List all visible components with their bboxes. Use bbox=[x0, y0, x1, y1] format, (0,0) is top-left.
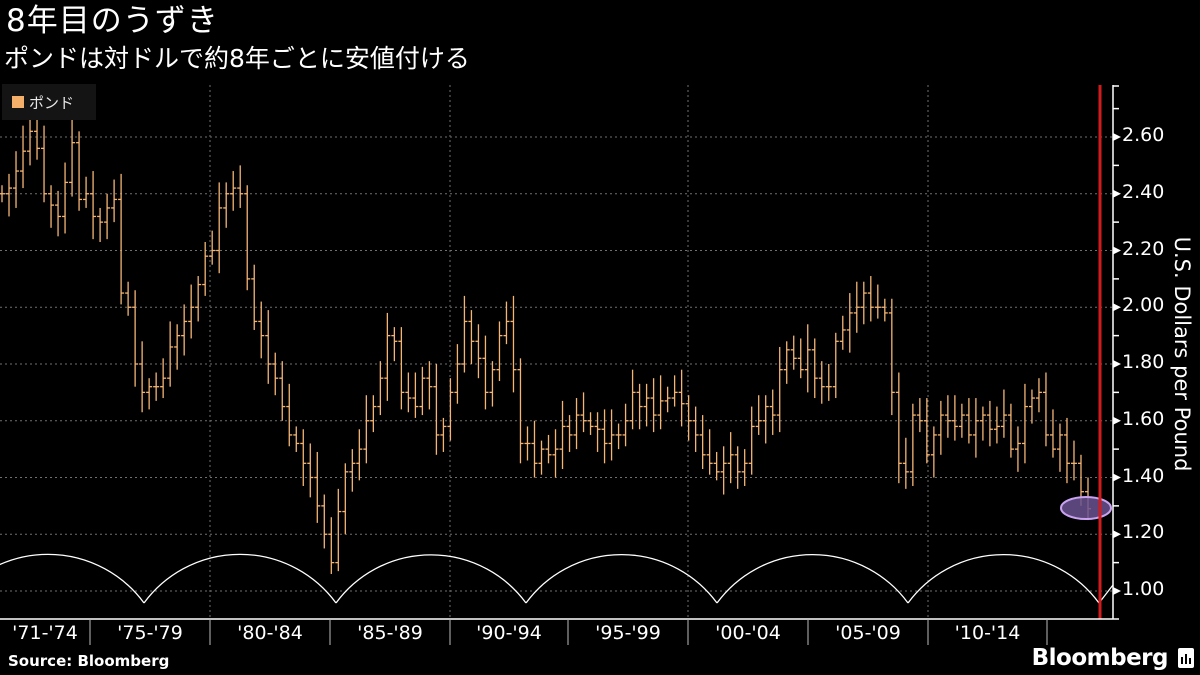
legend: ポンド bbox=[2, 84, 96, 120]
y-tick-label: 2.60 bbox=[1122, 124, 1165, 146]
price-bars bbox=[0, 114, 1091, 574]
source-note: Source: Bloomberg bbox=[8, 652, 170, 670]
y-tick-label: 1.80 bbox=[1122, 351, 1165, 373]
latest-low-highlight bbox=[1060, 496, 1112, 520]
x-tick-label: '05-'09 bbox=[835, 622, 901, 644]
legend-label: ポンド bbox=[29, 93, 75, 112]
x-tick-label: '95-'99 bbox=[595, 622, 661, 644]
x-tick-label: '75-'79 bbox=[117, 622, 183, 644]
axes bbox=[0, 85, 1121, 645]
y-tick-label: 1.40 bbox=[1122, 464, 1165, 487]
bloomberg-logo: Bloomberg bbox=[1031, 645, 1169, 671]
y-tick-label: 2.40 bbox=[1122, 180, 1165, 203]
y-tick-label: 2.20 bbox=[1122, 237, 1165, 260]
x-tick-label: '90-'94 bbox=[476, 622, 542, 644]
chart-title: 8年目のうずき bbox=[6, 3, 219, 39]
x-tick-label: '71-'74 bbox=[12, 622, 78, 644]
y-tick-label: 2.00 bbox=[1122, 294, 1165, 317]
cycle-arcs bbox=[0, 553, 1114, 604]
x-tick-label: '00-'04 bbox=[715, 622, 781, 644]
grid bbox=[0, 85, 1113, 619]
x-tick-label: '80-'84 bbox=[237, 622, 303, 644]
y-tick-label: 1.20 bbox=[1122, 521, 1165, 544]
y-axis-title: U.S. Dollars per Pound bbox=[1170, 236, 1194, 472]
bloomberg-chart-icon bbox=[1178, 648, 1194, 668]
x-tick-label: '10-'14 bbox=[954, 622, 1021, 644]
legend-swatch bbox=[12, 96, 24, 108]
y-tick-label: 1.60 bbox=[1122, 407, 1165, 430]
chart-subtitle: ポンドは対ドルで約8年ごとに安値付ける bbox=[4, 44, 470, 73]
x-tick-label: '85-'89 bbox=[357, 622, 423, 644]
y-tick-label: 1.00 bbox=[1122, 578, 1165, 600]
